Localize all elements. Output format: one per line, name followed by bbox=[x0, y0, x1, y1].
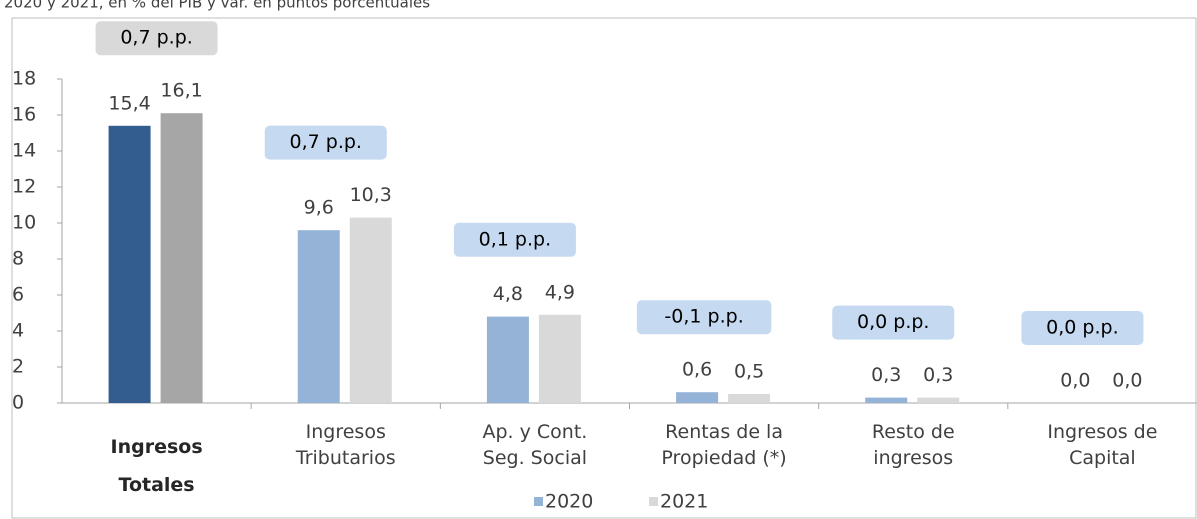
chart-frame bbox=[11, 17, 1197, 519]
y-tick-label: 12 bbox=[12, 176, 36, 198]
data-label: 10,3 bbox=[350, 184, 392, 206]
x-tick-label: Resto de ingresos bbox=[872, 421, 955, 469]
annotation-text: 0,0 p.p. bbox=[857, 311, 929, 333]
y-tick-label: 8 bbox=[12, 248, 24, 270]
y-tick-label: 10 bbox=[12, 212, 36, 234]
x-tick-label: Ingresos Totales bbox=[111, 436, 203, 496]
bar bbox=[865, 397, 908, 403]
bar bbox=[538, 314, 581, 403]
y-tick-label: 4 bbox=[12, 320, 24, 342]
annotation-text: 0,1 p.p. bbox=[479, 228, 551, 250]
annotation: 0,0 p.p. bbox=[832, 305, 955, 340]
annotation-text: 0,0 p.p. bbox=[1046, 317, 1118, 339]
data-label: 0,3 bbox=[923, 364, 953, 386]
bar bbox=[486, 316, 529, 403]
x-tick-label: Rentas de la Propiedad (*) bbox=[661, 421, 786, 469]
data-label: 16,1 bbox=[160, 80, 202, 102]
y-tick-label: 14 bbox=[12, 140, 36, 162]
annotation-text: -0,1 p.p. bbox=[664, 306, 743, 328]
y-tick-label: 16 bbox=[12, 104, 36, 126]
annotation-box bbox=[832, 305, 955, 340]
annotation-text: 0,7 p.p. bbox=[120, 27, 192, 49]
annotation-box bbox=[636, 300, 772, 335]
chart-subtitle: 2020 y 2021, en % del PIB y var. en punt… bbox=[4, 0, 430, 12]
data-label: 0,0 bbox=[1112, 370, 1142, 392]
bar bbox=[297, 230, 340, 403]
x-tick-label: Ingresos Tributarios bbox=[295, 421, 396, 469]
bar bbox=[160, 113, 203, 403]
data-label: 4,9 bbox=[545, 281, 575, 303]
data-label: 0,5 bbox=[734, 361, 764, 383]
annotation: -0,1 p.p. bbox=[636, 300, 772, 335]
annotation: 0,0 p.p. bbox=[1021, 311, 1144, 345]
data-label: 4,8 bbox=[493, 283, 523, 305]
annotation-text: 0,7 p.p. bbox=[290, 131, 362, 153]
annotation-box bbox=[1021, 311, 1144, 345]
bar bbox=[676, 392, 719, 403]
legend-label: 2021 bbox=[660, 491, 708, 513]
legend-label: 2020 bbox=[545, 491, 593, 513]
y-tick-label: 0 bbox=[12, 392, 24, 414]
bar bbox=[108, 125, 151, 404]
y-tick-label: 18 bbox=[12, 68, 36, 90]
bar bbox=[349, 217, 392, 403]
annotation-box bbox=[453, 222, 576, 257]
annotation: 0,7 p.p. bbox=[95, 21, 218, 56]
data-label: 15,4 bbox=[108, 92, 150, 114]
y-tick-label: 2 bbox=[12, 356, 24, 378]
y-tick-label: 6 bbox=[12, 284, 24, 306]
annotation: 0,7 p.p. bbox=[264, 125, 387, 160]
data-label: 0,6 bbox=[682, 359, 712, 381]
annotation-box bbox=[264, 125, 387, 160]
bar bbox=[728, 394, 771, 403]
bar bbox=[917, 397, 960, 403]
legend-swatch bbox=[649, 497, 658, 506]
x-tick-label: Ap. y Cont. Seg. Social bbox=[482, 421, 587, 469]
x-tick-label: Ingresos de Capital bbox=[1047, 421, 1157, 469]
annotation-box bbox=[95, 21, 218, 56]
annotation: 0,1 p.p. bbox=[453, 222, 576, 257]
data-label: 9,6 bbox=[304, 197, 334, 219]
data-label: 0,0 bbox=[1060, 370, 1090, 392]
data-label: 0,3 bbox=[871, 364, 901, 386]
legend-swatch bbox=[534, 497, 543, 506]
